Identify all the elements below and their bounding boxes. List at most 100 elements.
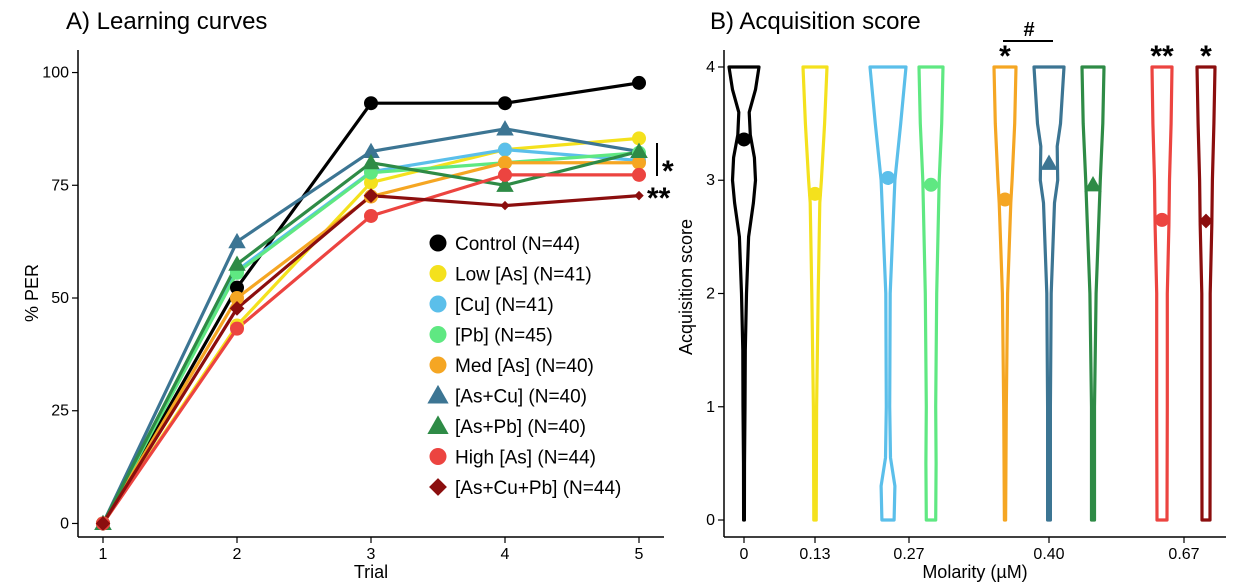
data-point-high_as: [632, 167, 646, 182]
x-tick-label: 1: [99, 546, 108, 563]
y-tick-label: 100: [42, 65, 69, 82]
violin-mean-as_cu_pb: [1198, 213, 1214, 229]
legend-key-as_pb: [427, 415, 449, 434]
panel-b-y-ticks: 0 1 2 3 4: [706, 59, 724, 529]
data-point-as_pb: [362, 153, 380, 170]
legend-label-as_cu_pb: [As+Cu+Pb] (N=44): [455, 478, 621, 499]
panel-b-x-axis-title: Molarity (µM): [922, 562, 1027, 582]
panel-a-learning-curves: A) Learning curves 0 25 50 75 100 1 2 3 4 5 Tria…: [22, 8, 674, 582]
panel-b-title: B) Acquisition score: [710, 8, 921, 35]
violin-mean-control: [737, 132, 751, 147]
legend-key-cu: [429, 295, 447, 313]
data-point-med_as: [632, 155, 646, 170]
panel-b-violins: * ** *: [727, 40, 1217, 522]
data-point-cu: [498, 142, 512, 157]
violin-mean-pb: [924, 177, 938, 192]
legend-key-pb: [429, 326, 447, 343]
data-point-high_as: [364, 208, 378, 223]
violin-low_as: [801, 65, 829, 522]
data-point-as_pb: [496, 176, 514, 192]
violin-sig-as_cu_pb: *: [1200, 40, 1212, 73]
data-point-as_cu_pb: [95, 516, 111, 531]
data-point-high_as: [498, 167, 512, 182]
legend-label-pb: [Pb] (N=45): [455, 326, 553, 347]
x-tick-label: 0.13: [799, 546, 830, 563]
panel-a-y-axis-title: % PER: [22, 264, 42, 322]
x-tick-label: 0.40: [1033, 546, 1064, 563]
violin-mean-med_as: [998, 192, 1012, 207]
violin-as_pb: [1080, 65, 1106, 522]
panel-b-x-ticks: 0 0.13 0.27 0.40 0.67: [740, 537, 1200, 563]
data-point-control: [632, 75, 646, 90]
y-tick-label: 50: [51, 290, 69, 307]
violin-mean-cu: [881, 170, 895, 185]
violin-mean-high_as: [1155, 212, 1169, 227]
panel-a-legend: Control (N=44) Low [As] (N=41) [Cu] (N=41)…: [427, 234, 621, 499]
legend-label-as_pb: [As+Pb] (N=40): [455, 417, 586, 438]
x-tick-label: 2: [233, 546, 242, 563]
y-tick-label: 0: [60, 515, 69, 532]
legend-key-as_cu: [427, 384, 449, 404]
y-tick-label: 3: [706, 172, 715, 189]
x-tick-label: 0: [740, 546, 749, 563]
legend-key-high_as: [429, 448, 447, 465]
violin-sig-med_as: *: [999, 40, 1011, 73]
panel-a-title: A) Learning curves: [66, 8, 267, 35]
panel-b-acquisition-score: B) Acquisition score 0 1 2 3 4 0 0.13 0.27 0.40…: [676, 8, 1226, 582]
data-point-low_as: [364, 175, 378, 190]
y-tick-label: 25: [51, 403, 69, 420]
panel-a-sig-star-double: **: [647, 182, 671, 215]
panel-a-series-markers: [94, 75, 648, 531]
y-tick-label: 2: [706, 286, 715, 303]
panel-a-sig-star-single: *: [662, 155, 674, 188]
legend-label-cu: [Cu] (N=41): [455, 295, 554, 316]
panel-b-hash-label: #: [1023, 19, 1034, 41]
data-point-as_cu_pb: [229, 301, 245, 316]
data-point-as_cu: [362, 142, 380, 159]
data-point-control: [230, 280, 244, 295]
violin-as_cu: [1032, 65, 1066, 522]
y-tick-label: 75: [51, 177, 69, 194]
data-point-as_cu: [496, 120, 514, 136]
data-point-as_cu_pb: [363, 188, 379, 203]
data-point-med_as: [498, 155, 512, 170]
x-tick-label: 4: [501, 546, 510, 563]
violin-control: [727, 65, 761, 522]
panel-a-x-ticks: 1 2 3 4 5: [99, 537, 644, 563]
y-tick-label: 0: [706, 512, 715, 529]
x-tick-label: 3: [367, 546, 376, 563]
violin-sig-high_as: **: [1150, 40, 1174, 73]
data-point-control: [364, 96, 378, 111]
violin-cu: [868, 65, 908, 522]
violin-med_as: [992, 65, 1018, 522]
legend-label-control: Control (N=44): [455, 234, 580, 255]
data-point-high_as: [230, 321, 244, 336]
legend-key-med_as: [429, 356, 447, 374]
violin-pb: [917, 65, 945, 522]
data-point-as_cu_pb: [500, 200, 510, 211]
data-point-control: [498, 96, 512, 111]
violin-mean-as_pb: [1084, 176, 1102, 192]
data-point-low_as: [632, 131, 646, 146]
x-tick-label: 0.27: [893, 546, 924, 563]
violin-high_as: [1150, 65, 1174, 522]
legend-key-low_as: [429, 265, 447, 282]
x-tick-label: 0.67: [1168, 546, 1199, 563]
panel-a-x-axis-title: Trial: [354, 562, 388, 582]
data-point-as_pb: [630, 142, 648, 159]
violin-mean-as_cu: [1040, 154, 1058, 170]
data-point-med_as: [230, 291, 244, 306]
y-tick-label: 4: [706, 59, 715, 76]
violin-mean-low_as: [808, 186, 822, 201]
legend-key-control: [429, 234, 447, 252]
data-point-as_cu_pb: [634, 190, 644, 201]
x-tick-label: 5: [635, 546, 644, 563]
violin-as_cu_pb: [1195, 65, 1217, 522]
series-line-high_as: [101, 173, 639, 525]
legend-label-low_as: Low [As] (N=41): [455, 265, 592, 286]
legend-label-high_as: High [As] (N=44): [455, 448, 596, 469]
legend-label-med_as: Med [As] (N=40): [455, 356, 594, 377]
panel-b-y-axis-title: Acquisition score: [676, 219, 696, 355]
data-point-as_pb: [228, 255, 246, 271]
